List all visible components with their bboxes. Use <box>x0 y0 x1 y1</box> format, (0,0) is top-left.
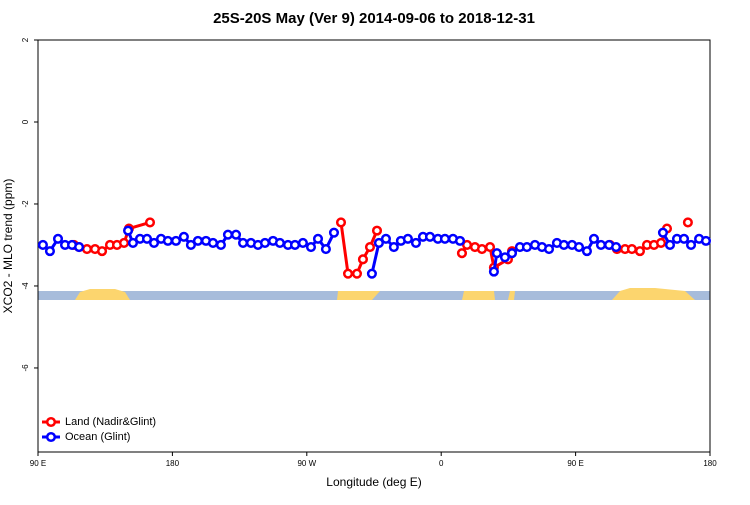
data-point <box>484 241 496 253</box>
legend-label: Ocean (Glint) <box>65 431 130 443</box>
land-patch <box>462 291 495 300</box>
data-point <box>44 246 55 257</box>
data-point <box>456 248 468 259</box>
data-point <box>543 244 555 255</box>
data-point <box>410 237 422 248</box>
data-point <box>402 233 413 244</box>
data-point <box>573 241 585 253</box>
data-point <box>499 252 511 263</box>
data-point <box>371 225 383 236</box>
legend-marker <box>45 416 57 428</box>
data-point <box>366 268 377 279</box>
data-point <box>170 235 182 246</box>
legend-marker <box>45 431 57 443</box>
y-tick-label: -6 <box>21 364 30 372</box>
data-point <box>127 237 139 248</box>
data-point <box>424 231 436 242</box>
x-tick-label: 90 W <box>297 459 316 468</box>
data-point <box>581 246 592 257</box>
land-patch <box>337 291 380 300</box>
y-tick-label: 0 <box>21 119 30 124</box>
data-point <box>259 237 271 248</box>
data-point <box>488 266 499 277</box>
data-point <box>364 241 376 253</box>
data-point <box>144 217 156 228</box>
data-point <box>274 237 285 248</box>
data-point <box>678 233 690 244</box>
data-point <box>178 231 189 242</box>
data-point <box>185 239 196 251</box>
x-tick-label: 180 <box>166 459 180 468</box>
data-point <box>342 268 354 279</box>
data-point <box>52 233 64 244</box>
data-point <box>122 225 134 236</box>
y-tick-label: 2 <box>21 37 30 42</box>
data-point <box>97 246 108 257</box>
data-point <box>476 244 488 255</box>
data-point <box>289 239 301 251</box>
data-point <box>454 235 466 246</box>
x-tick-label: 90 E <box>567 459 583 468</box>
data-point <box>634 246 646 257</box>
data-point <box>357 254 368 265</box>
data-point <box>655 237 667 248</box>
land-mask-strip <box>38 288 710 300</box>
data-point <box>491 248 502 259</box>
data-point <box>685 239 697 251</box>
data-point <box>506 248 518 259</box>
data-point <box>682 217 693 228</box>
data-point <box>595 239 607 251</box>
x-tick-label: 90 E <box>30 459 46 468</box>
data-point <box>297 237 308 248</box>
land-patch <box>75 289 130 300</box>
legend: Land (Nadir&Glint) Ocean (Glint) <box>42 416 156 443</box>
data-point <box>439 233 450 244</box>
data-point <box>305 241 317 253</box>
data-point <box>588 233 600 244</box>
y-tick-label: -4 <box>21 282 30 290</box>
x-tick-label: 180 <box>703 459 717 468</box>
data-point <box>328 227 340 238</box>
chart-title: 25S-20S May (Ver 9) 2014-09-06 to 2018-1… <box>213 10 535 27</box>
data-point <box>558 239 570 251</box>
data-point <box>237 237 249 248</box>
data-point <box>81 244 93 255</box>
x-axis-label: Longitude (deg E) <box>326 475 421 489</box>
data-point <box>320 244 331 255</box>
plot: 2 0 -2 -4 -6 90 E 180 90 W 0 90 E 180 <box>21 37 717 468</box>
data-point <box>141 233 153 244</box>
y-axis-label: XCO2 - MLO trend (ppm) <box>1 179 15 314</box>
data-point <box>74 241 85 253</box>
data-point <box>664 239 676 251</box>
data-point <box>118 237 130 248</box>
data-point <box>215 239 226 251</box>
data-point <box>521 241 532 253</box>
x-tick-label: 0 <box>439 459 444 468</box>
data-point <box>162 235 173 246</box>
data-point <box>657 227 669 238</box>
data-point <box>351 268 363 279</box>
land-patch <box>612 288 695 300</box>
data-point <box>335 217 347 228</box>
data-point <box>207 237 219 248</box>
data-point <box>611 241 622 253</box>
data-point <box>148 237 160 248</box>
y-tick-label: -2 <box>21 200 30 208</box>
data-point <box>700 235 712 246</box>
data-point <box>312 233 324 244</box>
data-point <box>37 239 48 251</box>
data-point <box>230 229 242 240</box>
data-point <box>380 233 391 244</box>
data-point <box>222 229 234 240</box>
data-point <box>388 241 399 253</box>
land-patch <box>508 291 515 300</box>
legend-label: Land (Nadir&Glint) <box>65 416 156 428</box>
data-point <box>373 237 384 248</box>
data-point <box>626 244 637 255</box>
data-point <box>192 235 203 246</box>
